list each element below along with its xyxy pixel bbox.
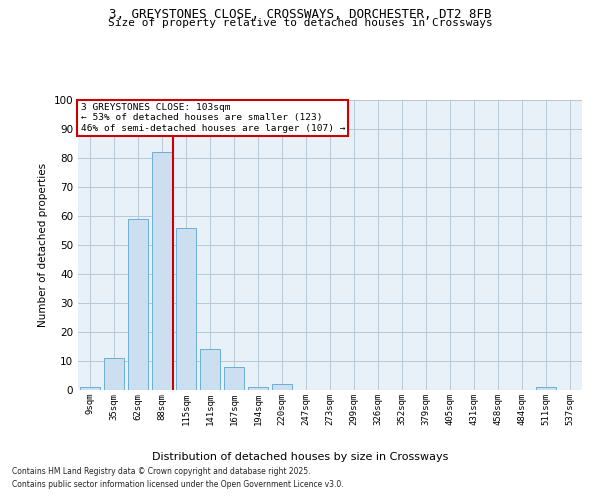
Bar — [152, 152, 172, 390]
Bar — [80, 387, 100, 390]
Bar — [272, 384, 292, 390]
Bar — [248, 387, 268, 390]
Bar — [176, 228, 196, 390]
Text: Contains public sector information licensed under the Open Government Licence v3: Contains public sector information licen… — [12, 480, 344, 489]
Bar — [536, 387, 556, 390]
Text: Distribution of detached houses by size in Crossways: Distribution of detached houses by size … — [152, 452, 448, 462]
Y-axis label: Number of detached properties: Number of detached properties — [38, 163, 48, 327]
Bar — [200, 350, 220, 390]
Text: Contains HM Land Registry data © Crown copyright and database right 2025.: Contains HM Land Registry data © Crown c… — [12, 467, 311, 476]
Bar — [128, 219, 148, 390]
Bar — [104, 358, 124, 390]
Text: 3 GREYSTONES CLOSE: 103sqm
← 53% of detached houses are smaller (123)
46% of sem: 3 GREYSTONES CLOSE: 103sqm ← 53% of deta… — [80, 103, 345, 132]
Text: 3, GREYSTONES CLOSE, CROSSWAYS, DORCHESTER, DT2 8FB: 3, GREYSTONES CLOSE, CROSSWAYS, DORCHEST… — [109, 8, 491, 20]
Text: Size of property relative to detached houses in Crossways: Size of property relative to detached ho… — [107, 18, 493, 28]
Bar — [224, 367, 244, 390]
